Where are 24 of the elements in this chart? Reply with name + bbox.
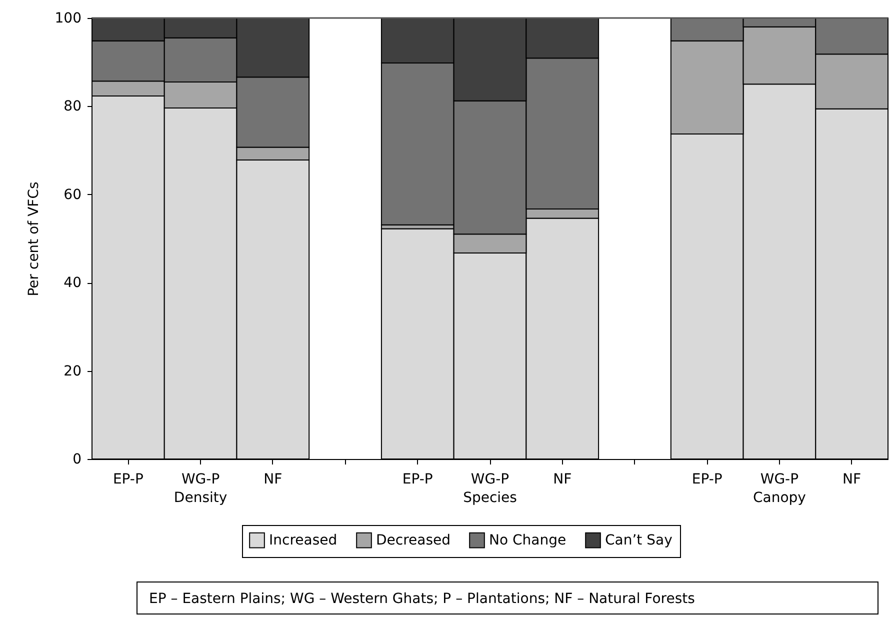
x-tick-label: NF	[553, 472, 572, 488]
x-tick-label: WG-P	[470, 472, 510, 488]
y-tick-label: 40	[64, 275, 82, 292]
x-tick-label: WG-P	[760, 472, 799, 488]
text: EP – Eastern Plains; WG – Western Ghats; P – Plantations; NF – Natural Forests	[149, 591, 695, 607]
text: Canopy	[752, 490, 806, 506]
y-tick-label: 20	[64, 363, 82, 380]
text: Density	[174, 490, 228, 506]
x-tick-label: NF	[264, 472, 282, 488]
x-tick-label: NF	[842, 472, 862, 488]
y-axis-title: Per cent of VFCs	[26, 182, 42, 296]
legend-label: Can’t Say	[605, 532, 672, 548]
x-tick-label: EP-P	[692, 472, 722, 488]
legend-label: No Change	[489, 532, 566, 548]
y-tick-label: 0	[72, 452, 82, 468]
y-tick-label: 80	[64, 98, 82, 115]
text: Species	[463, 490, 517, 506]
x-tick-label: EP-P	[112, 472, 144, 488]
y-tick-label: 100	[54, 10, 82, 26]
y-tick-label: 60	[64, 186, 82, 203]
legend-label: Increased	[269, 532, 338, 548]
x-tick-label: EP-P	[402, 472, 433, 488]
legend-label: Decreased	[376, 532, 451, 548]
x-tick-label: WG-P	[181, 472, 220, 488]
